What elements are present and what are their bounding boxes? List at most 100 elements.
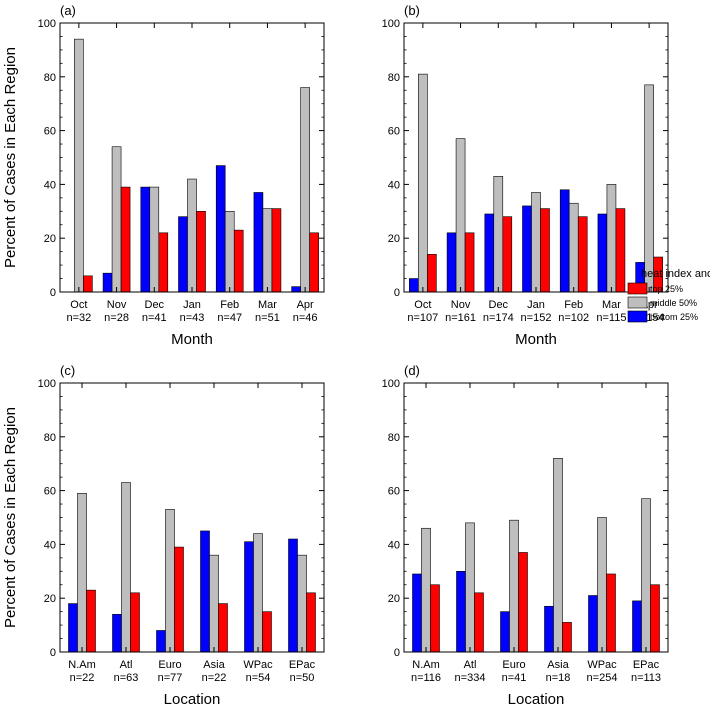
plot-frame <box>403 382 669 653</box>
x-count-label: n=18 <box>546 672 571 684</box>
bar-top-euro <box>174 546 184 653</box>
legend-label-0: top 25% <box>650 284 683 294</box>
x-tick-label: WPac <box>243 659 273 671</box>
bar-bottom-asia <box>544 605 554 653</box>
bar-top-nov <box>120 186 131 293</box>
x-tick-label: Dec <box>145 299 165 311</box>
bar-middle-apr <box>300 87 310 293</box>
bar-top-jan <box>540 208 550 293</box>
bar-bottom-jan <box>178 216 188 293</box>
panel-label: (d) <box>404 363 420 378</box>
y-tick-label: 100 <box>38 378 56 390</box>
legend-swatch-0 <box>627 282 648 295</box>
bar-bottom-asia <box>200 530 210 653</box>
bar-middle-atl <box>465 522 475 653</box>
x-count-label: n=43 <box>180 312 205 324</box>
y-tick-label: 60 <box>44 126 56 138</box>
x-count-label: n=22 <box>202 672 227 684</box>
x-tick-label: Feb <box>220 299 239 311</box>
bar-middle-dec <box>149 186 160 293</box>
x-tick-label: Jan <box>527 299 545 311</box>
bar-top-wpac <box>606 573 616 653</box>
bar-middle-jan <box>187 178 197 293</box>
x-count-label: n=254 <box>587 672 618 684</box>
bar-top-feb <box>233 229 244 293</box>
bar-top-nam <box>86 589 96 653</box>
x-tick-label: Dec <box>489 299 509 311</box>
x-count-label: n=22 <box>70 672 95 684</box>
x-count-label: n=107 <box>407 312 438 324</box>
y-tick-label: 40 <box>388 179 400 191</box>
y-axis-title: Percent of Cases in Each Region <box>2 47 19 268</box>
bar-middle-oct <box>74 38 84 293</box>
y-tick-label: 0 <box>394 287 400 299</box>
x-tick-label: Nov <box>451 299 471 311</box>
legend-title: heat index anomaly <box>641 268 710 280</box>
x-tick-label: Asia <box>547 659 569 671</box>
bar-top-mar <box>271 208 282 293</box>
bar-bottom-epac <box>632 600 642 653</box>
y-tick-label: 80 <box>388 72 400 84</box>
bar-bottom-jan <box>522 205 532 293</box>
x-tick-label: Euro <box>502 659 525 671</box>
bar-top-dec <box>502 216 513 293</box>
y-tick-label: 0 <box>394 647 400 659</box>
bar-bottom-nov <box>102 272 113 293</box>
bar-middle-asia <box>553 458 563 653</box>
x-tick-label: Oct <box>414 299 431 311</box>
bar-top-dec <box>158 232 169 293</box>
bar-bottom-atl <box>112 614 122 653</box>
bar-top-oct <box>83 275 93 293</box>
chart-panel-2: 020406080100Octn=107Novn=161Decn=174Jann… <box>382 3 669 348</box>
x-tick-label: EPac <box>633 659 660 671</box>
plot-frame <box>59 382 325 653</box>
bar-bottom-nam <box>68 603 78 653</box>
bar-top-feb <box>577 216 588 293</box>
y-tick-label: 100 <box>382 378 400 390</box>
bar-middle-wpac <box>253 533 263 653</box>
bar-bottom-mar <box>597 213 608 293</box>
bar-top-atl <box>130 592 140 653</box>
y-tick-label: 80 <box>44 432 56 444</box>
x-count-label: n=50 <box>290 672 315 684</box>
x-tick-label: Apr <box>297 299 314 311</box>
x-count-label: n=51 <box>255 312 280 324</box>
x-tick-label: Feb <box>564 299 583 311</box>
bar-bottom-wpac <box>588 595 598 653</box>
bar-middle-wpac <box>597 517 607 653</box>
bar-top-nam <box>430 584 440 653</box>
panel-label: (a) <box>60 3 76 18</box>
bar-top-epac <box>306 592 316 653</box>
bar-middle-epac <box>641 498 651 653</box>
y-tick-label: 80 <box>388 432 400 444</box>
y-tick-label: 20 <box>388 593 400 605</box>
x-count-label: n=63 <box>114 672 139 684</box>
bar-middle-jan <box>531 192 541 293</box>
x-count-label: n=161 <box>445 312 476 324</box>
panel-label: (c) <box>60 363 75 378</box>
y-tick-label: 40 <box>388 539 400 551</box>
bar-top-atl <box>474 592 484 653</box>
bar-middle-nov <box>111 146 122 293</box>
y-tick-label: 0 <box>50 287 56 299</box>
y-tick-label: 40 <box>44 179 56 191</box>
bar-bottom-mar <box>253 192 264 293</box>
x-tick-label: Atl <box>464 659 477 671</box>
x-tick-label: Asia <box>203 659 225 671</box>
legend-swatch-2 <box>627 310 648 323</box>
x-count-label: n=102 <box>558 312 589 324</box>
y-tick-label: 100 <box>382 18 400 30</box>
bar-middle-oct <box>418 73 428 293</box>
x-count-label: n=113 <box>631 672 661 684</box>
x-count-label: n=46 <box>293 312 318 324</box>
x-tick-label: Nov <box>107 299 127 311</box>
bar-middle-feb <box>224 211 235 293</box>
x-count-label: n=77 <box>158 672 183 684</box>
y-tick-label: 0 <box>50 647 56 659</box>
y-tick-label: 20 <box>44 233 56 245</box>
x-tick-label: Jan <box>183 299 201 311</box>
bar-bottom-apr <box>291 286 301 293</box>
bar-bottom-feb <box>559 189 570 293</box>
